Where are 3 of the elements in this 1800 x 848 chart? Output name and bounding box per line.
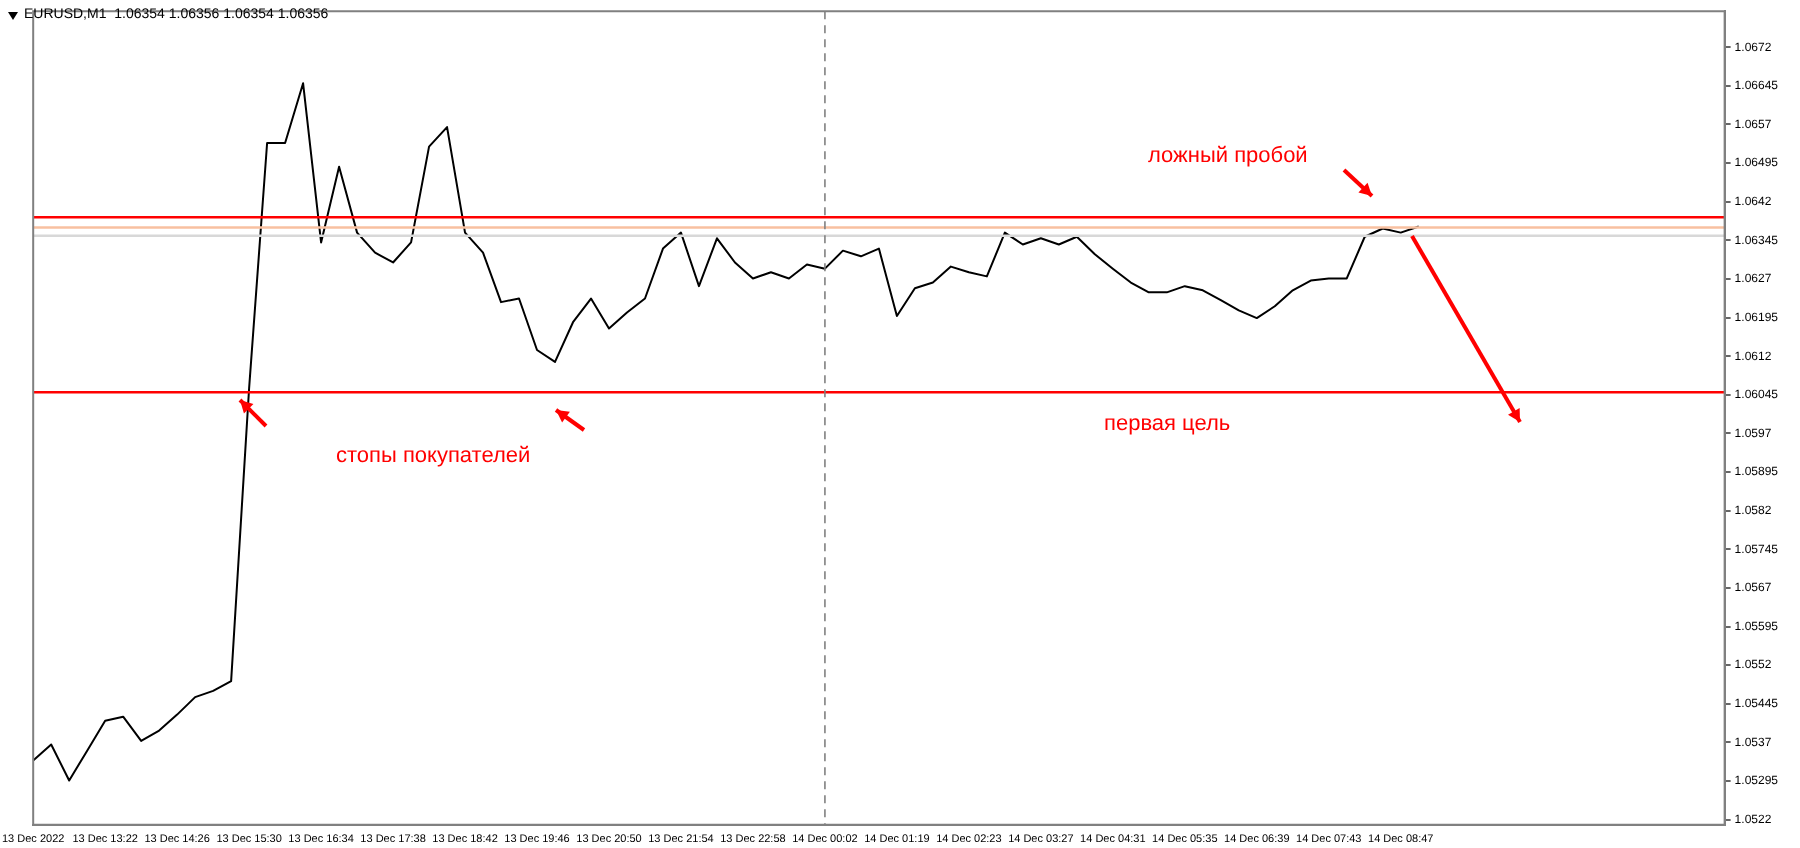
annotation: стопы покупателей <box>336 444 531 468</box>
annotation: ложный пробой <box>1148 144 1308 168</box>
annotation: первая цель <box>1104 412 1231 436</box>
